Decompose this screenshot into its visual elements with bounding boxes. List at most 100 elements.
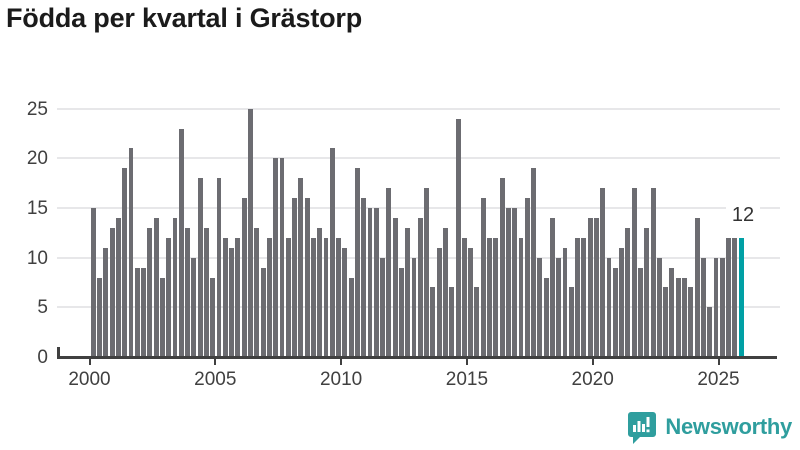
bar [656,257,662,357]
bar [241,198,247,357]
gridline-y-25 [57,107,780,110]
bar [405,227,411,357]
bar [285,237,291,357]
bar [694,217,700,357]
bar [499,178,505,357]
bar [455,118,461,357]
bar [537,257,543,357]
bar [222,237,228,357]
bar [594,217,599,357]
bar [631,188,637,357]
bar [663,287,669,357]
bar [329,148,335,357]
bar [172,217,178,357]
bar [361,198,367,357]
bar [638,267,643,357]
x-axis-tick-label: 2005 [194,369,237,390]
bar [430,287,436,357]
bar [197,178,203,357]
bar [619,247,625,357]
y-axis-tick-label: 20 [26,148,48,170]
bar [342,247,348,357]
bar [713,257,719,357]
bar [216,178,222,357]
bar [707,307,713,357]
bar [543,277,549,357]
last-bar-value-label: 12 [726,205,760,226]
bar [103,247,109,357]
bar [669,267,675,357]
bar [675,277,681,357]
y-axis-tick-label: 5 [37,297,48,319]
bar [97,277,102,357]
newsworthy-logo-icon [627,411,657,445]
bar [323,237,329,357]
bar [90,208,96,357]
bar [443,227,448,357]
x-axis-tick [591,357,594,365]
bar [531,168,536,357]
brand-name: Newsworthy [665,414,792,439]
bar [474,287,480,357]
x-axis-tick-label: 2020 [571,369,614,390]
x-axis-tick [340,357,343,365]
bar [556,257,562,357]
bar [336,237,341,357]
bar [581,237,587,357]
bar [650,188,656,357]
bar [210,277,216,357]
x-axis-tick-label: 2000 [68,369,111,390]
bar [625,227,631,357]
bar [461,237,467,357]
bar [373,208,379,357]
bar [700,257,706,357]
bar [229,247,235,357]
x-axis-tick-label: 2015 [445,369,489,390]
bar [726,237,731,357]
bar [115,217,121,357]
y-axis-tick-label: 25 [26,98,48,120]
bar [399,267,404,357]
bar [128,148,134,357]
bar [279,158,285,357]
bar [480,198,486,357]
bar [185,227,191,357]
bar [147,227,153,357]
bar [512,208,518,357]
bar [549,217,555,357]
bar [153,217,159,357]
x-axis-tick [717,357,720,365]
bar [367,208,373,357]
bar [191,257,197,357]
bar [134,267,140,357]
bar [732,237,738,357]
bar [248,108,253,357]
bar [424,188,430,357]
bar [109,227,115,357]
bar [487,237,492,357]
bar [682,277,687,357]
bar [644,227,650,357]
y-axis-tick-label: 15 [26,198,48,220]
y-axis-tick-label: 0 [37,347,48,368]
x-axis-tick [465,357,468,365]
bar [166,237,172,357]
x-axis-tick-label: 2025 [697,369,740,390]
bar [392,217,398,357]
highlighted-bar [738,237,744,357]
bar [505,208,511,357]
bar [141,267,146,357]
bar [587,217,593,357]
bar [600,188,606,357]
bar [159,277,165,357]
bar [266,237,272,357]
brand-footer: Newsworthy [627,408,792,446]
bar [493,237,499,357]
bar [178,128,184,357]
bar [411,257,417,357]
bar [260,267,266,357]
bar [254,227,260,357]
y-axis-tick-label: 10 [26,247,48,269]
bar [562,247,568,357]
